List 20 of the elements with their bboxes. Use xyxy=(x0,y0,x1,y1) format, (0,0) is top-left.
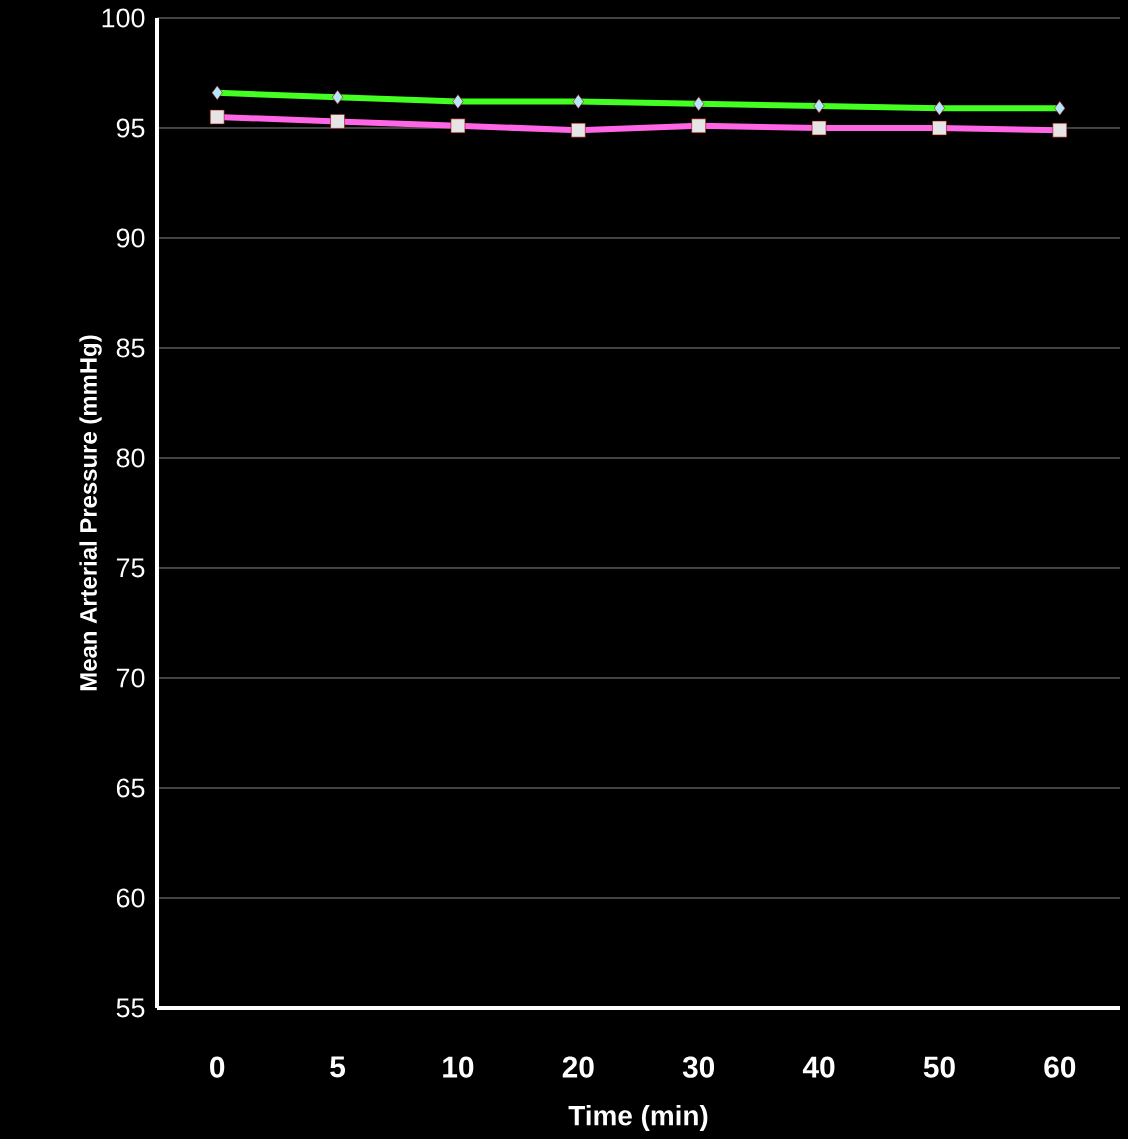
x-tick-label: 5 xyxy=(330,1056,346,1078)
x-tick-label: 60 xyxy=(1044,1056,1076,1078)
y-tick-label: 65 xyxy=(116,778,145,798)
y-tick-label: 85 xyxy=(116,338,145,358)
x-tick-label: 0 xyxy=(210,1056,225,1078)
y-axis-title: Mean Arterial Pressure (mmHg) xyxy=(79,335,102,691)
y-tick-label: 55 xyxy=(116,998,145,1018)
x-tick-label: 30 xyxy=(682,1056,715,1078)
y-tick-label: 75 xyxy=(116,558,145,578)
y-tick-label: 95 xyxy=(116,118,145,138)
x-tick-label: 50 xyxy=(923,1056,955,1078)
x-tick-label: 20 xyxy=(562,1056,594,1078)
y-tick-label: 90 xyxy=(116,228,145,248)
y-tick-label: 100 xyxy=(102,8,145,28)
x-tick-label: 10 xyxy=(443,1056,474,1078)
x-tick-label: 40 xyxy=(802,1056,835,1078)
y-tick-label: 60 xyxy=(116,888,145,908)
y-tick-label: 70 xyxy=(116,668,145,688)
y-tick-label: 80 xyxy=(116,448,145,468)
x-axis-title: Time (min) xyxy=(568,1105,708,1131)
